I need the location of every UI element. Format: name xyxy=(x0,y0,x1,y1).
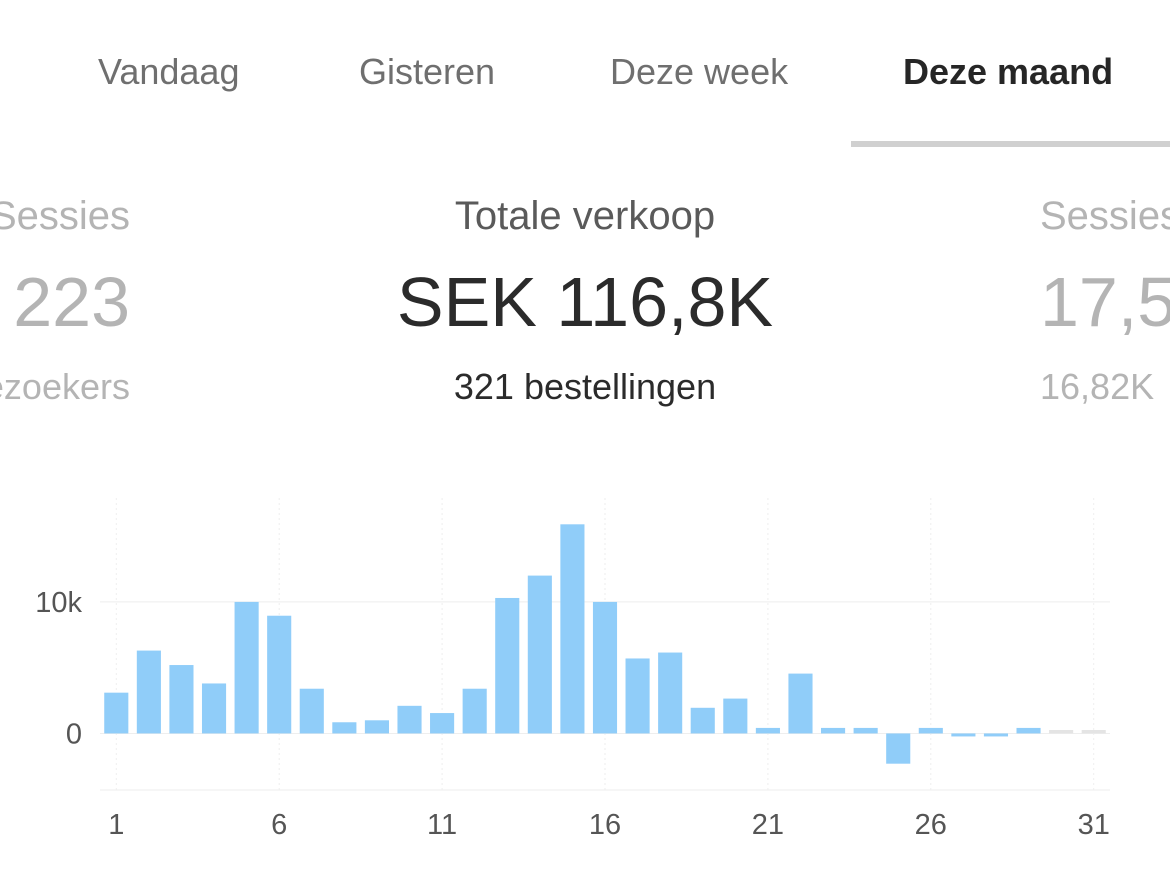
bar-day-10 xyxy=(397,705,422,734)
y-tick-label: 0 xyxy=(66,718,82,750)
bar-day-5 xyxy=(234,601,259,734)
tab-this-month[interactable]: Deze maand xyxy=(903,51,1114,92)
active-tab-indicator xyxy=(851,141,1170,147)
kpi-card-sessions-left[interactable]: Sessies 223 bezoekers xyxy=(0,190,130,410)
bar-day-30 xyxy=(1049,730,1074,734)
kpi-subtext: bezoekers xyxy=(0,366,130,407)
bar-day-17 xyxy=(625,658,650,734)
tab-this-week[interactable]: Deze week xyxy=(610,51,789,92)
bar-day-6 xyxy=(267,615,292,734)
bar-day-25 xyxy=(886,733,911,764)
kpi-value: 223 xyxy=(13,263,130,341)
bar-day-24 xyxy=(853,727,878,734)
bar-day-28 xyxy=(983,733,1009,737)
bar-day-7 xyxy=(299,688,324,734)
x-tick-label: 21 xyxy=(752,809,784,841)
bar-day-2 xyxy=(136,650,161,734)
bar-day-1 xyxy=(104,692,129,734)
bar-day-31 xyxy=(1081,730,1106,734)
bar-day-26 xyxy=(918,727,943,734)
x-tick-label: 26 xyxy=(915,809,947,841)
kpi-card-total-sales[interactable]: Totale verkoop SEK 116,8K 321 bestelling… xyxy=(300,190,870,410)
y-tick-label: 10k xyxy=(35,587,82,619)
bar-day-14 xyxy=(527,575,552,734)
kpi-label: Sessies xyxy=(0,194,130,238)
kpi-label: Sessies xyxy=(1040,194,1170,238)
bar-day-22 xyxy=(788,673,813,734)
bar-day-11 xyxy=(430,713,455,734)
x-tick-label: 16 xyxy=(589,809,621,841)
bar-day-16 xyxy=(592,601,618,734)
bar-day-3 xyxy=(169,665,194,734)
x-tick-label: 11 xyxy=(427,809,457,841)
bar-day-20 xyxy=(723,698,748,734)
bar-day-8 xyxy=(332,722,357,734)
tab-yesterday[interactable]: Gisteren xyxy=(359,51,496,92)
bar-day-4 xyxy=(201,683,227,734)
bar-day-13 xyxy=(495,597,520,734)
bar-day-27 xyxy=(951,733,976,737)
bar-day-21 xyxy=(755,727,780,734)
bar-day-23 xyxy=(821,727,846,734)
kpi-subtext: 321 bestellingen xyxy=(453,366,717,407)
tab-today[interactable]: Vandaag xyxy=(98,51,240,92)
kpi-subtext: 16,82K xyxy=(1040,366,1155,407)
x-tick-label: 6 xyxy=(271,809,287,841)
kpi-card-sessions-right[interactable]: Sessies 17,5 16,82K xyxy=(1040,190,1170,410)
bar-day-29 xyxy=(1016,727,1041,734)
bar-day-19 xyxy=(690,707,715,734)
kpi-label: Totale verkoop xyxy=(454,194,716,238)
x-tick-label: 31 xyxy=(1078,809,1110,841)
x-tick-label: 1 xyxy=(108,809,124,841)
period-tabs: Vandaag Gisteren Deze week Deze maand xyxy=(0,0,1170,147)
bar-day-9 xyxy=(364,720,389,734)
kpi-value: 17,5 xyxy=(1040,263,1170,341)
bar-day-12 xyxy=(462,688,487,734)
bar-day-18 xyxy=(658,652,683,734)
bar-day-15 xyxy=(560,524,585,734)
kpi-value: SEK 116,8K xyxy=(396,263,774,341)
